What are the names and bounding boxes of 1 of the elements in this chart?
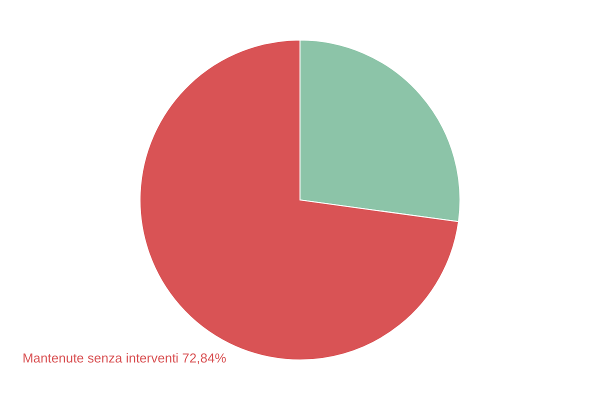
slice-label: Mantenute senza interventi 72,84% bbox=[22, 350, 227, 366]
